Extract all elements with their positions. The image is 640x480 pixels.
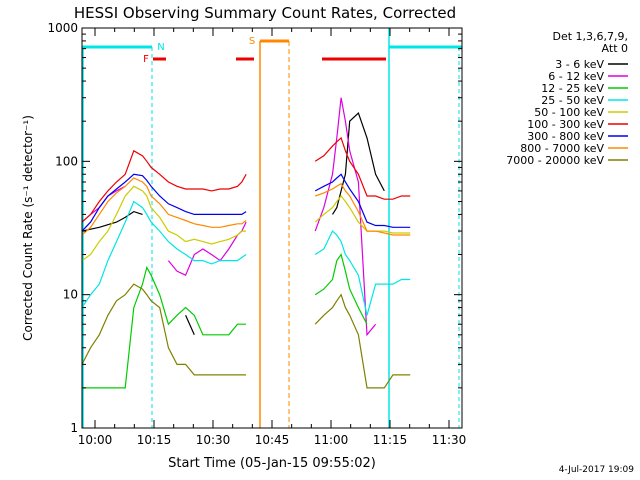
series-800-7000-kev <box>81 177 411 236</box>
flare-flag-label: F <box>143 54 149 65</box>
render-timestamp: 4-Jul-2017 19:09 <box>559 465 635 475</box>
y-tick-label: 1000 <box>47 21 78 35</box>
legend-header-2: Att 0 <box>602 42 628 55</box>
legend-label: 3 - 6 keV <box>555 58 604 71</box>
chart-title: HESSI Observing Summary Count Rates, Cor… <box>74 4 456 22</box>
x-tick-label: 11:15 <box>373 433 408 447</box>
legend-label: 100 - 300 keV <box>527 118 604 131</box>
x-axis-label: Start Time (05-Jan-15 09:55:02) <box>168 456 376 471</box>
night-flag-label: N <box>157 42 164 53</box>
series-7000-20000-kev <box>81 283 411 389</box>
legend-label: 6 - 12 keV <box>548 70 604 83</box>
y-axis: 1 10 100 1000 <box>47 21 462 435</box>
y-tick-label: 100 <box>55 154 78 168</box>
x-tick-label: 10:00 <box>78 433 113 447</box>
legend-header-1: Det 1,3,6,7,9, <box>552 30 628 43</box>
legend-label: 12 - 25 keV <box>541 82 604 95</box>
y-tick-label: 10 <box>63 288 78 302</box>
series-12-25-kev <box>82 253 368 389</box>
legend-label: 300 - 800 keV <box>527 130 604 143</box>
series-50-100-kev <box>81 185 411 262</box>
x-tick-label: 10:15 <box>137 433 172 447</box>
x-axis: 10:00 10:15 10:30 10:45 11:00 11:15 11:30 <box>78 28 467 447</box>
x-tick-label: 11:30 <box>432 433 467 447</box>
legend-label: 7000 - 20000 keV <box>506 154 604 167</box>
legend-label: 25 - 50 keV <box>541 94 604 107</box>
series-group <box>81 97 411 389</box>
x-tick-label: 10:30 <box>196 433 231 447</box>
observing-flags: NF S <box>82 28 462 428</box>
x-tick-label: 10:45 <box>255 433 290 447</box>
x-tick-label: 11:00 <box>314 433 349 447</box>
series-300-800-kev <box>81 173 411 232</box>
y-tick-label: 1 <box>70 421 78 435</box>
series-3-6-kev <box>81 112 385 336</box>
saa-flag-label: S <box>249 36 255 47</box>
legend-label: 800 - 7000 keV <box>520 142 604 155</box>
series-25-50-kev <box>81 200 411 316</box>
y-axis-label: Corrected Count Rate (s⁻¹ detector⁻¹) <box>21 115 35 341</box>
series-100-300-kev <box>81 136 411 223</box>
legend-label: 50 - 100 keV <box>534 106 604 119</box>
